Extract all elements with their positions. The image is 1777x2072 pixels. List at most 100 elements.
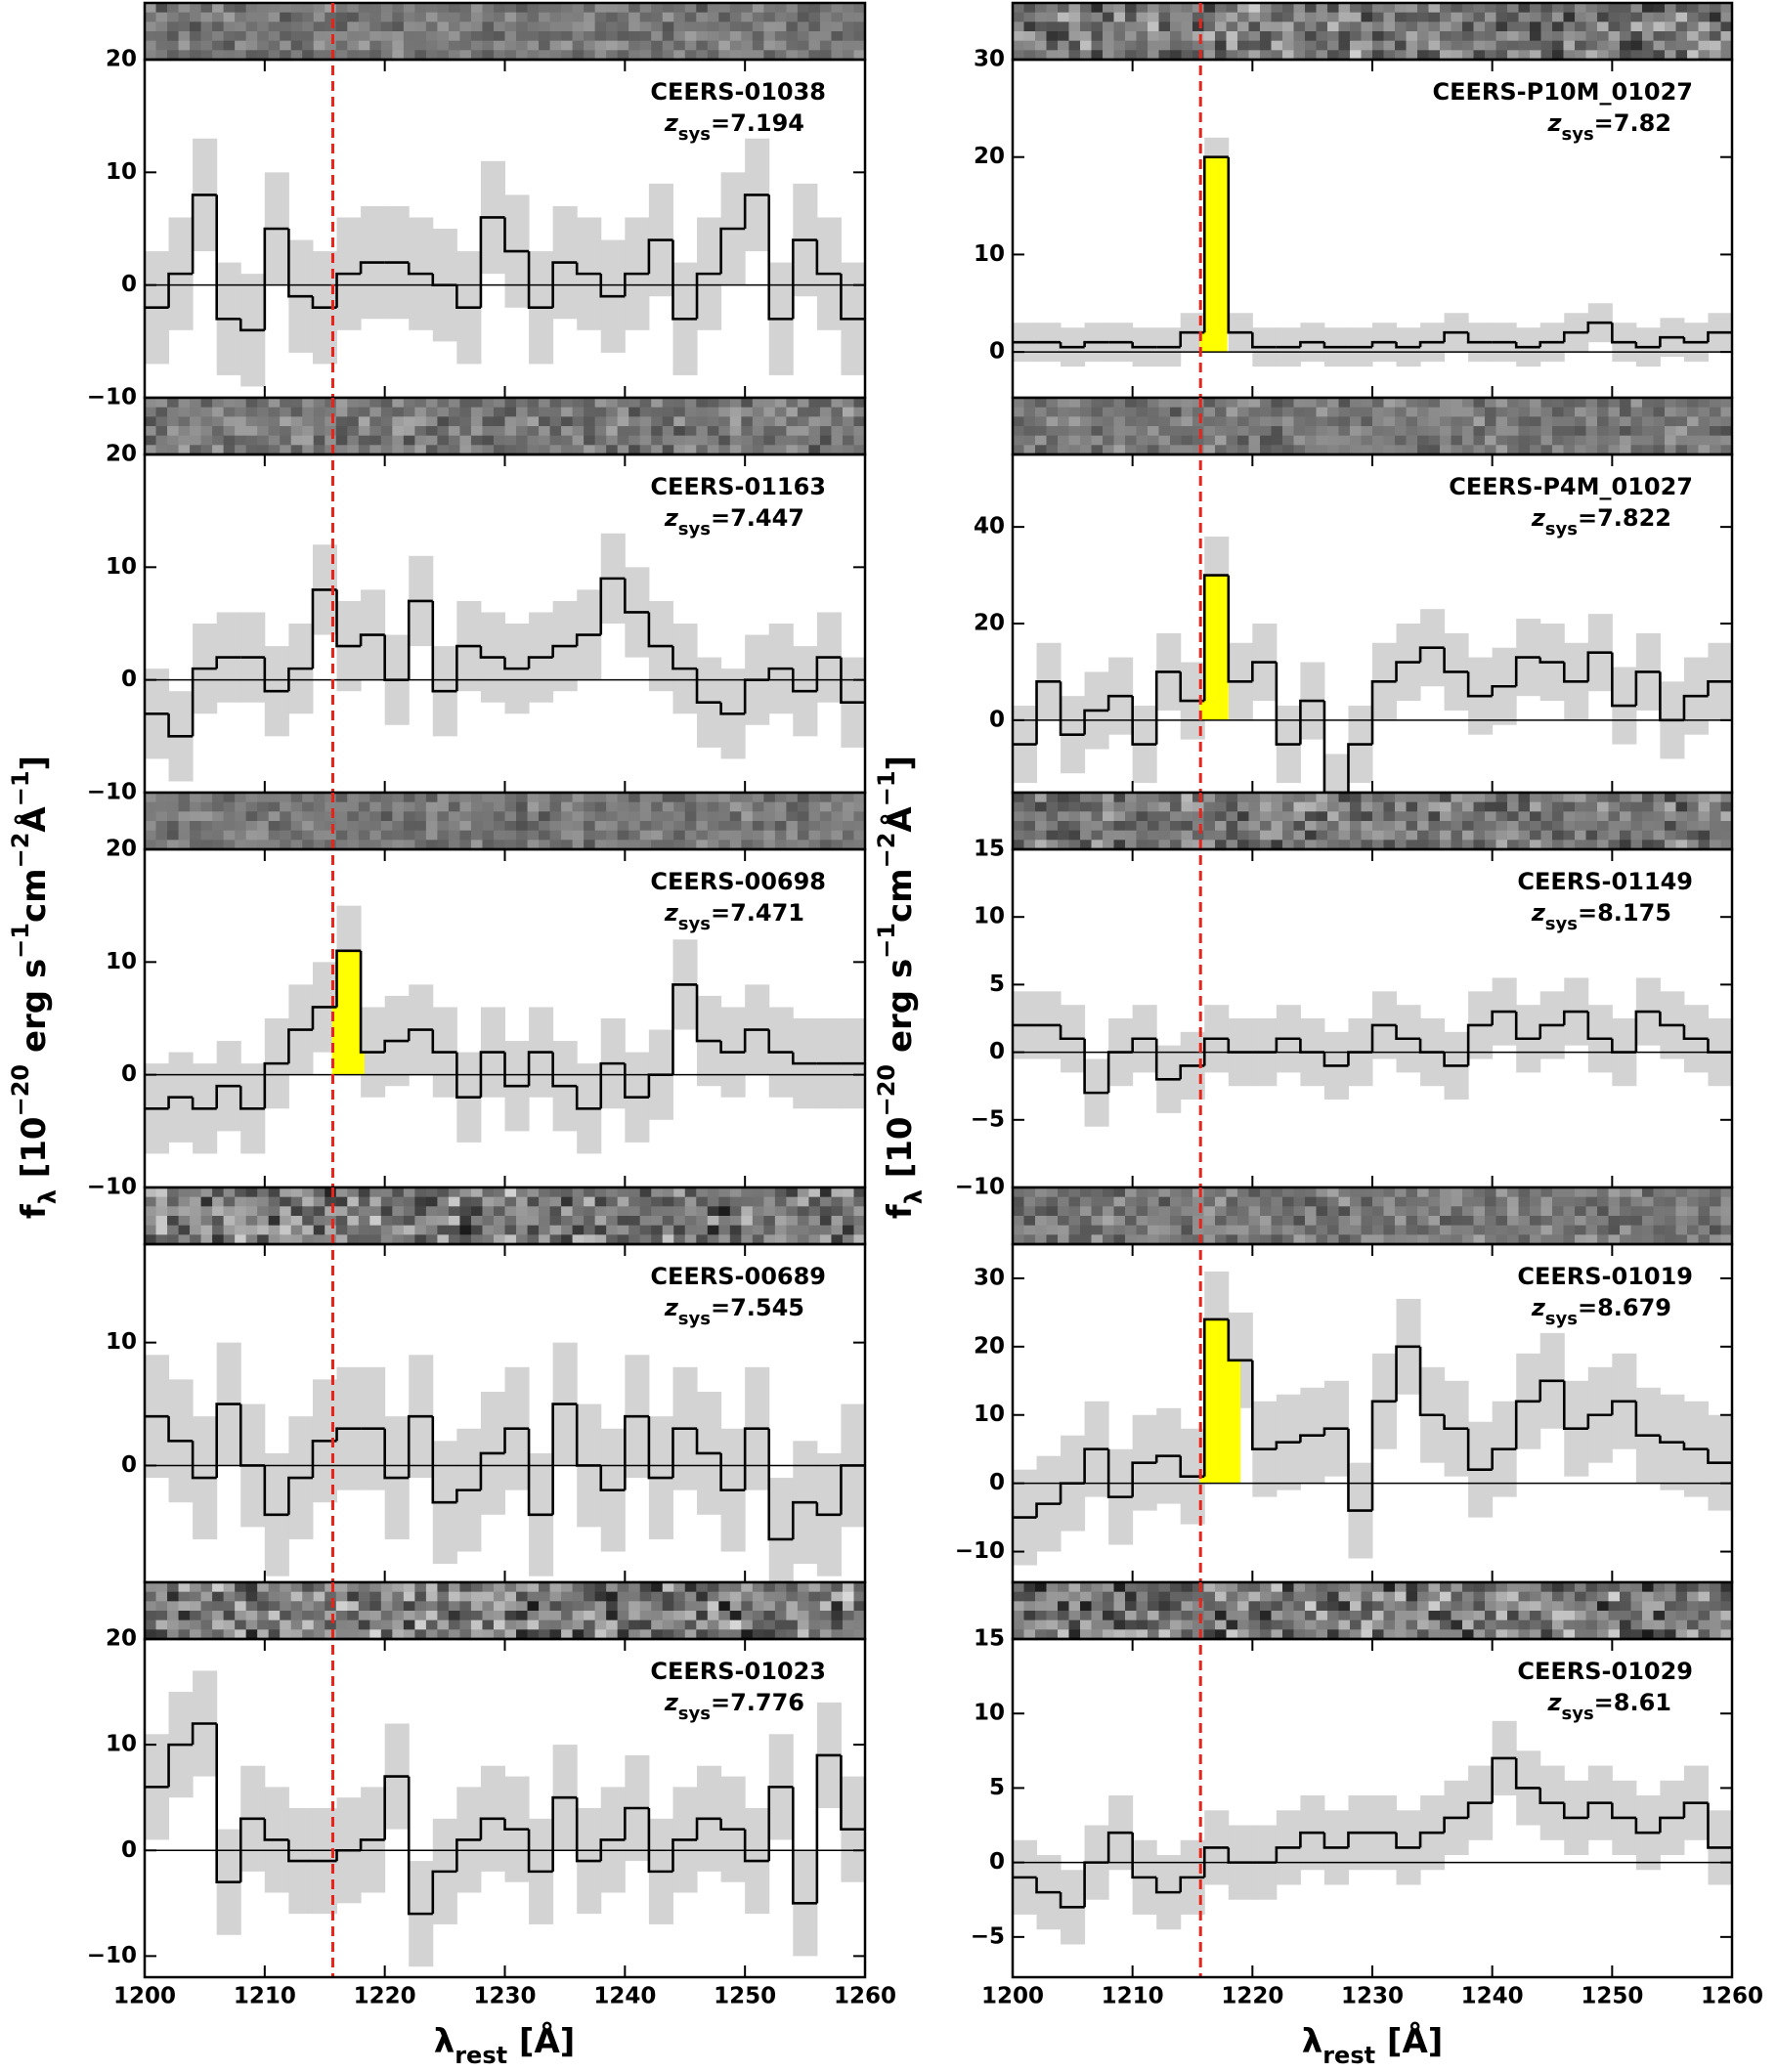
spectrum-2d-pixel [1305, 398, 1318, 409]
spectrum-2d-pixel [763, 1582, 776, 1593]
z-subscript: sys [1562, 1704, 1594, 1724]
spectrum-2d-pixel [1293, 3, 1306, 14]
spectrum-2d-pixel [584, 1611, 596, 1621]
spectrum-2d-pixel [1653, 435, 1666, 446]
spectrum-2d-pixel [257, 426, 270, 437]
spectrum-2d-pixel [437, 1216, 450, 1227]
spectrum-2d-pixel [167, 840, 180, 850]
spectrum-2d-pixel [1080, 1619, 1093, 1630]
spectrum-2d-pixel [280, 40, 292, 51]
spectrum-2d-pixel [808, 1216, 821, 1227]
spectrum-2d-pixel [493, 398, 506, 409]
step-segment [1418, 340, 1445, 348]
spectrum-2d-pixel [1023, 1225, 1036, 1235]
label-part: Å [14, 806, 54, 833]
spectrum-2d-pixel [167, 50, 180, 61]
spectrum-2d-pixel [774, 426, 787, 437]
spectrum-2d-pixel [707, 1206, 719, 1217]
step-segment [1227, 575, 1253, 683]
spectrum-2d-pixel [212, 407, 225, 417]
spectrum-2d-pixel [1271, 811, 1283, 822]
spectrum-2d-pixel [673, 1619, 686, 1630]
spectrum-2d-pixel [1226, 40, 1238, 51]
y-tick-label: 10 [106, 159, 137, 185]
spectrum-2d-pixel [1080, 1582, 1093, 1593]
spectrum-2d-pixel [662, 435, 674, 446]
spectrum-2d-pixel [1451, 840, 1463, 850]
spectrum-2d-pixel [482, 445, 495, 455]
spectrum-2d-pixel [1495, 50, 1508, 61]
spectrum-2d-pixel [302, 1611, 315, 1621]
spectrum-2d-pixel [302, 1225, 315, 1235]
spectrum-2d-pixel [561, 1591, 574, 1602]
spectrum-2d-pixel [842, 445, 855, 455]
spectrum-2d-pixel [786, 40, 799, 51]
step-segment [263, 657, 289, 693]
spectrum-2d-pixel [561, 416, 574, 427]
step-segment [1443, 1052, 1469, 1067]
z-subscript: sys [1545, 914, 1578, 934]
spectrum-2d-pixel [774, 821, 787, 832]
spectrum-2d-pixel [549, 40, 562, 51]
spectrum-2d-pixel [539, 22, 551, 32]
spectrum-2d-pixel [1068, 426, 1081, 437]
spectrum-2d-pixel [673, 1196, 686, 1207]
spectrum-2d-pixel [1383, 811, 1396, 822]
spectrum-2d-pixel [437, 1629, 450, 1640]
spectrum-2d-pixel [145, 22, 157, 32]
spectrum-2d-pixel [1125, 1206, 1138, 1217]
spectrum-2d-pixel [1080, 426, 1093, 437]
step-segment [407, 1414, 433, 1479]
spectrum-2d-pixel [1530, 1591, 1542, 1602]
spectrum-2d-pixel [145, 407, 157, 417]
spectrum-2d-pixel [831, 793, 844, 803]
spectrum-2d-pixel [155, 801, 168, 812]
spectrum-2d-pixel [1271, 1619, 1283, 1630]
spectrum-2d-pixel [516, 40, 529, 51]
spectrum-2d-pixel [1181, 416, 1193, 427]
spectrum-2d-pixel [696, 840, 709, 850]
spectrum-2d-pixel [1327, 840, 1340, 850]
spectrum-2d-pixel [437, 416, 450, 427]
spectrum-2d-pixel [1248, 1611, 1261, 1621]
spectrum-2d-pixel [290, 12, 303, 22]
spectrum-2d-pixel [1642, 398, 1655, 409]
spectrum-2d-pixel [741, 1187, 754, 1198]
spectrum-2d-pixel [1046, 1206, 1059, 1217]
spectrum-2d-pixel [1507, 1611, 1520, 1621]
spectrum-2d-pixel [1046, 811, 1059, 822]
spectrum-2d-pixel [1148, 1187, 1160, 1198]
spectrum-2d-pixel [167, 793, 180, 803]
spectrum-2d-pixel [1372, 1187, 1385, 1198]
spectrum-2d-pixel [223, 22, 236, 32]
spectrum-2d-pixel [200, 1206, 213, 1217]
spectrum-2d-pixel [1305, 811, 1318, 822]
spectrum-2d-pixel [1687, 31, 1700, 42]
spectrum-2d-pixel [1575, 398, 1587, 409]
spectrum-2d-pixel [1271, 426, 1283, 437]
spectrum-2d-pixel [628, 426, 641, 437]
spectrum-2d-pixel [347, 31, 360, 42]
step-segment [1251, 1360, 1277, 1450]
spectrum-2d-pixel [403, 22, 415, 32]
spectrum-2d-pixel [1058, 426, 1070, 437]
spectrum-2d-pixel [1406, 31, 1418, 42]
spectrum-2d-pixel [1552, 3, 1565, 14]
spectrum-2d-pixel [729, 40, 742, 51]
spectrum-2d-pixel [707, 1187, 719, 1198]
spectrum-2d-pixel [1552, 398, 1565, 409]
step-segment [1514, 1400, 1540, 1449]
spectrum-2d-pixel [797, 12, 810, 22]
spectrum-2d-pixel [1248, 840, 1261, 850]
step-segment [238, 1403, 265, 1467]
spectrum-2d-pixel [1440, 22, 1452, 32]
spectrum-2d-pixel [1046, 1225, 1059, 1235]
spectrum-2d-pixel [1552, 1216, 1565, 1227]
spectrum-2d-pixel [1642, 801, 1655, 812]
spectrum-2d-pixel [1675, 1196, 1688, 1207]
spectrum-2d-pixel [729, 22, 742, 32]
spectrum-2d-pixel [145, 1216, 157, 1227]
spectrum-2d-pixel [1237, 793, 1250, 803]
y-tick-label: −10 [87, 1175, 137, 1200]
spectrum-2d-pixel [1372, 426, 1385, 437]
